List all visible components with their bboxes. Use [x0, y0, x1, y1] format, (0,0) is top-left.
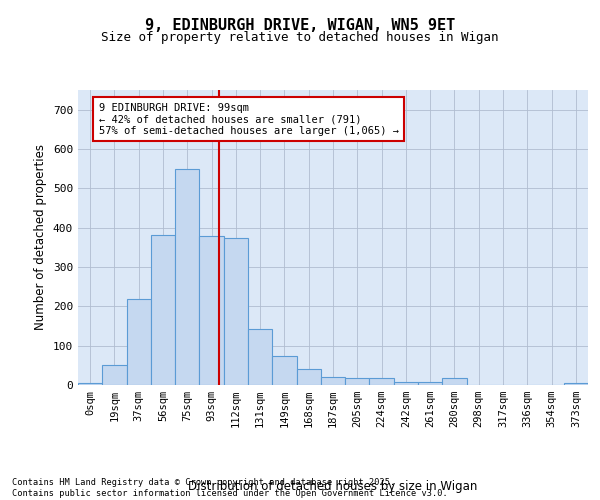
Text: 9 EDINBURGH DRIVE: 99sqm
← 42% of detached houses are smaller (791)
57% of semi-: 9 EDINBURGH DRIVE: 99sqm ← 42% of detach… [98, 102, 398, 136]
Bar [442, 378, 467, 385]
Bar [418, 382, 442, 385]
Bar [175, 168, 199, 385]
Bar [224, 238, 248, 385]
Bar [199, 236, 224, 385]
Bar [102, 364, 127, 385]
Bar [248, 329, 272, 385]
Bar [127, 300, 151, 385]
Bar [564, 383, 588, 385]
Bar [78, 383, 102, 385]
Y-axis label: Number of detached properties: Number of detached properties [34, 144, 47, 330]
Text: Size of property relative to detached houses in Wigan: Size of property relative to detached ho… [101, 31, 499, 44]
X-axis label: Distribution of detached houses by size in Wigan: Distribution of detached houses by size … [188, 480, 478, 493]
Bar [370, 378, 394, 385]
Text: Contains HM Land Registry data © Crown copyright and database right 2025.
Contai: Contains HM Land Registry data © Crown c… [12, 478, 448, 498]
Bar [272, 356, 296, 385]
Text: 9, EDINBURGH DRIVE, WIGAN, WN5 9ET: 9, EDINBURGH DRIVE, WIGAN, WN5 9ET [145, 18, 455, 32]
Bar [296, 370, 321, 385]
Bar [321, 377, 345, 385]
Bar [345, 378, 370, 385]
Bar [394, 382, 418, 385]
Bar [151, 234, 175, 385]
